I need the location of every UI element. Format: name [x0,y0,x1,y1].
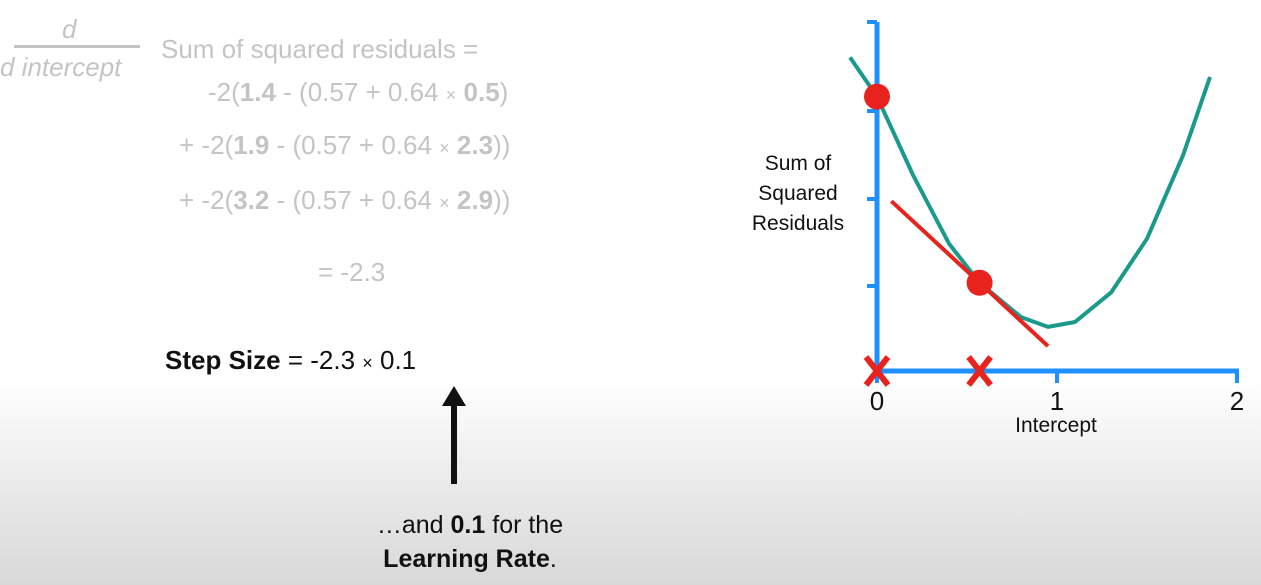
times-sign: × [362,353,373,373]
term-prefix: -2( [208,77,240,107]
term-observed: 1.9 [233,130,270,160]
tangent-line [890,199,1050,348]
term-x: 0.5 [463,77,500,107]
times-sign: × [439,138,450,158]
y-axis-label-line-2: Squared [758,182,837,205]
x-tick-label-0: 0 [870,386,884,416]
x-axis-label: Intercept [1015,414,1097,437]
term-prefix: + -2( [179,185,234,215]
residual-term-1: -2(1.4 - (0.57 + 0.64 × 0.5) [208,77,508,108]
term-close: ) [499,77,509,107]
term-close: )) [493,130,511,160]
term-observed: 1.4 [239,77,276,107]
x-marker-0-b [863,355,891,387]
times-sign: × [439,193,450,213]
fraction-bar [14,45,140,48]
caption-line-2: Learning Rate. [340,542,600,576]
caption-line-1: …and 0.1 for the [340,508,600,542]
step-size-eq: = -2.3 [280,345,363,375]
caption: …and 0.1 for the Learning Rate. [340,508,600,576]
arrow-shaft [451,398,457,484]
arrow-up-icon [442,386,466,406]
term-prefix: + -2( [179,130,234,160]
term-middle: - (0.57 + 0.64 [269,130,440,160]
derivative-numerator: d [62,14,77,44]
ssr-curve [848,56,1212,329]
x-tick-label-2: 2 [1230,386,1244,416]
data-point-0 [864,83,890,110]
term-close: )) [493,185,511,215]
residual-term-2: + -2(1.9 - (0.57 + 0.64 × 2.3)) [179,130,510,161]
term-x: 2.9 [456,185,494,215]
term-observed: 3.2 [233,185,270,215]
step-size-label: Step Size [165,345,281,375]
y-axis-label-line-3: Residuals [752,212,844,235]
term-middle: - (0.57 + 0.64 [275,77,446,107]
learning-rate-value: 0.1 [372,345,417,375]
x-tick-label-1: 1 [1050,386,1064,416]
x-marker-1-b [966,355,993,387]
derivative-result: = -2.3 [318,257,386,287]
y-axis-label-line-1: Sum of [765,152,832,175]
caption-post: for the [485,511,564,539]
residual-term-3: + -2(3.2 - (0.57 + 0.64 × 2.9)) [179,185,510,216]
derivative-denominator: d intercept [0,52,122,82]
data-point-1 [966,269,993,296]
term-x: 2.3 [456,130,494,160]
caption-bold: 0.1 [450,511,486,539]
caption-learning-rate: Learning Rate [383,545,550,573]
caption-period: . [549,545,557,573]
derivative-title: Sum of squared residuals = [161,34,479,64]
term-middle: - (0.57 + 0.64 [269,185,440,215]
times-sign: × [445,85,457,105]
caption-pre: …and [376,511,451,539]
step-size-equation: Step Size = -2.3 × 0.1 [165,345,416,376]
